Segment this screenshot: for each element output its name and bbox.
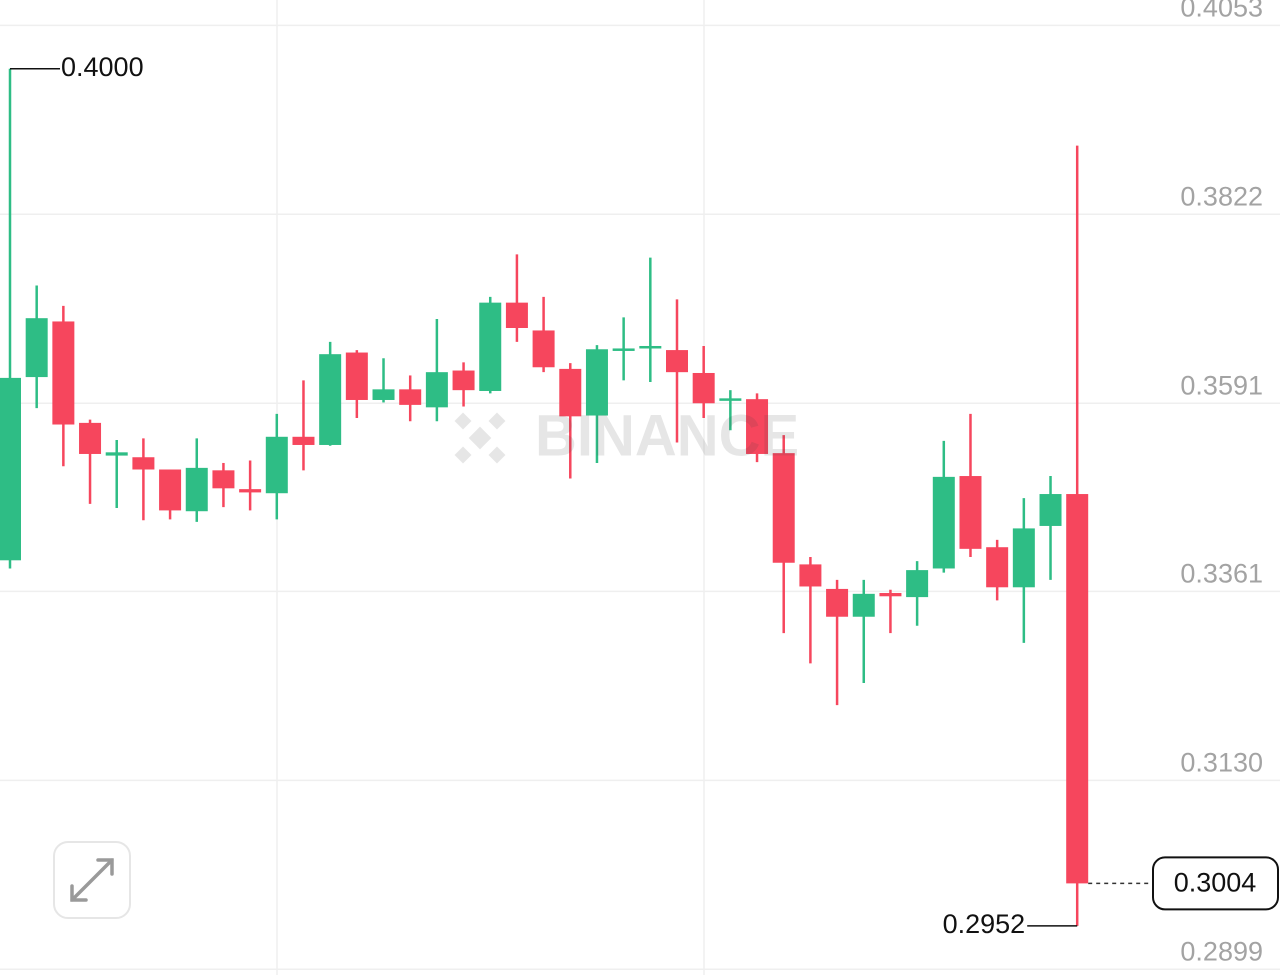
y-tick-label: 0.3591 [1180, 370, 1263, 400]
candle-body [79, 422, 102, 454]
y-tick-label: 0.3361 [1180, 559, 1263, 589]
candle-body [372, 389, 395, 400]
y-tick-label: 0.3822 [1180, 181, 1263, 211]
candle-body [879, 593, 902, 597]
candle-body [399, 389, 422, 405]
candle-body [986, 547, 1009, 588]
candle-body [452, 370, 475, 391]
candle-body [852, 593, 875, 617]
expand-button[interactable] [53, 841, 131, 919]
candle-body [132, 457, 155, 470]
low-annotation: 0.2952 [943, 909, 1026, 939]
candle-body [932, 476, 955, 569]
candle-body [826, 588, 849, 617]
candle-body [799, 564, 822, 587]
candle-body [1012, 528, 1035, 588]
candle-body [505, 302, 528, 328]
watermark-text: BINANCE [535, 403, 799, 468]
y-tick-label: 0.3130 [1180, 747, 1263, 777]
candle-body [666, 350, 688, 373]
candle-body [719, 398, 742, 401]
candle-body [959, 476, 982, 549]
candle-body [692, 372, 715, 404]
high-annotation: 0.4000 [61, 52, 144, 82]
candle-body [292, 436, 315, 445]
candle-body [585, 349, 608, 416]
candle-body [159, 469, 182, 511]
y-tick-label: 0.2899 [1180, 936, 1263, 966]
candle-body [212, 470, 235, 489]
candle-body [612, 348, 635, 351]
candle-body [1039, 494, 1062, 526]
candle-body [345, 352, 368, 400]
watermark: BINANCE [454, 403, 799, 468]
candle-body [425, 372, 448, 408]
candle-body [105, 452, 128, 456]
candle-body [559, 368, 582, 417]
candle-body [52, 321, 75, 425]
candle-body [532, 330, 555, 368]
candle-body [639, 345, 662, 349]
candle-body [479, 302, 502, 391]
candle-body [185, 467, 208, 512]
candle-body [1066, 494, 1089, 884]
candle-body [772, 453, 795, 563]
candle-body [906, 570, 929, 598]
last-price-box [1152, 856, 1279, 911]
candle-body [239, 489, 262, 493]
y-tick-label: 0.4053 [1180, 0, 1263, 22]
candle-body [25, 318, 48, 378]
candle-body [746, 399, 769, 454]
candle-body [0, 377, 21, 561]
candle-body [319, 354, 342, 445]
candle-body [265, 436, 288, 494]
last-price-label: 0.3004 [1174, 868, 1257, 898]
